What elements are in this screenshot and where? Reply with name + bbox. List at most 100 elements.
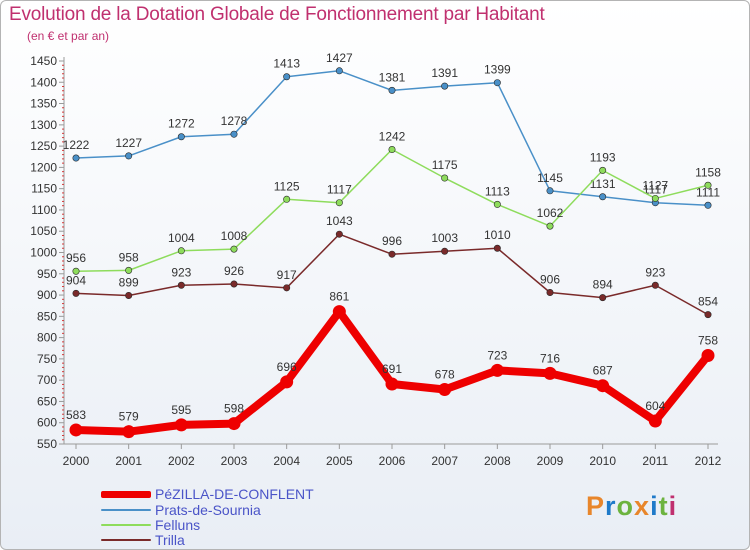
data-label: 899 bbox=[119, 275, 139, 289]
y-tick-label: 1250 bbox=[30, 139, 57, 153]
data-point bbox=[72, 267, 80, 275]
data-point bbox=[701, 348, 715, 362]
data-point bbox=[651, 194, 659, 202]
data-label: 926 bbox=[224, 264, 244, 278]
x-tick-label: 2012 bbox=[695, 454, 722, 468]
y-tick-label: 1400 bbox=[30, 75, 57, 89]
legend-swatch bbox=[101, 524, 151, 526]
data-label: 923 bbox=[645, 265, 665, 279]
x-tick-label: 2006 bbox=[379, 454, 406, 468]
data-label: 598 bbox=[224, 402, 244, 416]
data-label: 1227 bbox=[115, 136, 142, 150]
data-label: 1003 bbox=[431, 231, 458, 245]
data-label: 1113 bbox=[485, 184, 510, 198]
logo-letter: i bbox=[650, 491, 659, 521]
data-label: 583 bbox=[66, 408, 86, 422]
data-label: 1222 bbox=[63, 138, 90, 152]
data-label: 1242 bbox=[379, 130, 406, 144]
data-point bbox=[388, 146, 396, 154]
y-tick-label: 800 bbox=[37, 331, 57, 345]
data-point bbox=[704, 311, 712, 319]
y-tick-label: 600 bbox=[37, 416, 57, 430]
data-point bbox=[280, 375, 294, 389]
x-tick-label: 2007 bbox=[431, 454, 458, 468]
data-point bbox=[335, 199, 343, 207]
legend-label: PéZILLA-DE-CONFLENT bbox=[155, 486, 314, 502]
data-label: 579 bbox=[119, 410, 139, 424]
data-label: 1111 bbox=[696, 185, 720, 199]
y-tick-label: 900 bbox=[37, 288, 57, 302]
legend-swatch bbox=[101, 490, 151, 498]
data-point bbox=[283, 284, 291, 292]
data-label: 1117 bbox=[643, 183, 668, 197]
legend-label: Prats-de-Sournia bbox=[155, 502, 261, 518]
data-label: 716 bbox=[540, 351, 560, 365]
data-label: 758 bbox=[698, 333, 718, 347]
x-tick-label: 2002 bbox=[168, 454, 195, 468]
data-point bbox=[122, 425, 136, 439]
data-point bbox=[230, 280, 238, 288]
data-point bbox=[599, 193, 607, 201]
data-point bbox=[174, 418, 188, 432]
logo-letter: P bbox=[586, 491, 606, 521]
data-point bbox=[543, 366, 557, 380]
y-tick-label: 1450 bbox=[30, 54, 57, 68]
data-point bbox=[385, 377, 399, 391]
data-label: 1381 bbox=[379, 70, 406, 84]
legend-item-prats-de-sournia: Prats-de-Sournia bbox=[101, 502, 261, 518]
y-tick-label: 1200 bbox=[30, 160, 57, 174]
data-label: 604 bbox=[645, 399, 665, 413]
data-label: 1145 bbox=[537, 171, 563, 185]
logo-letter: t bbox=[658, 491, 669, 521]
data-point bbox=[283, 195, 291, 203]
data-label: 1125 bbox=[274, 179, 300, 193]
data-point bbox=[72, 154, 80, 162]
logo-letter: i bbox=[668, 491, 678, 521]
data-label: 1004 bbox=[168, 231, 195, 245]
logo-letter: o bbox=[616, 491, 635, 521]
data-point bbox=[332, 305, 346, 319]
logo-letter: x bbox=[634, 491, 651, 521]
data-label: 1043 bbox=[326, 214, 353, 228]
data-label: 595 bbox=[171, 403, 191, 417]
y-tick-label: 1000 bbox=[30, 246, 57, 260]
x-tick-label: 2011 bbox=[642, 454, 668, 468]
data-point bbox=[490, 363, 504, 377]
data-point bbox=[493, 200, 501, 208]
data-label: 1131 bbox=[590, 177, 616, 191]
y-tick-label: 950 bbox=[37, 267, 57, 281]
data-point bbox=[546, 222, 554, 230]
y-tick-label: 650 bbox=[37, 394, 57, 408]
data-label: 1062 bbox=[537, 206, 564, 220]
chart-subtitle: (en € et par an) bbox=[27, 29, 110, 43]
data-point bbox=[441, 247, 449, 255]
data-point bbox=[283, 73, 291, 81]
data-point bbox=[704, 201, 712, 209]
logo-letter: r bbox=[605, 491, 617, 521]
y-tick-label: 1150 bbox=[31, 182, 57, 196]
legend-item-trilla: Trilla bbox=[101, 532, 185, 548]
data-label: 678 bbox=[435, 368, 455, 382]
data-label: 854 bbox=[698, 295, 718, 309]
data-label: 1008 bbox=[221, 229, 248, 243]
data-label: 923 bbox=[171, 265, 191, 279]
data-point bbox=[69, 423, 83, 437]
x-tick-label: 2009 bbox=[537, 454, 564, 468]
y-tick-label: 550 bbox=[37, 437, 57, 451]
x-tick-label: 2008 bbox=[484, 454, 511, 468]
legend-swatch bbox=[101, 539, 151, 541]
data-label: 1175 bbox=[432, 158, 458, 172]
data-point bbox=[388, 250, 396, 258]
data-point bbox=[651, 281, 659, 289]
data-point bbox=[125, 152, 133, 160]
data-point bbox=[704, 181, 712, 189]
data-point bbox=[388, 86, 396, 94]
data-label: 1117 bbox=[327, 183, 352, 197]
y-tick-label: 700 bbox=[37, 373, 57, 387]
x-tick-label: 2001 bbox=[115, 454, 142, 468]
data-point bbox=[546, 187, 554, 195]
data-label: 956 bbox=[66, 251, 86, 265]
y-tick-label: 1100 bbox=[31, 203, 57, 217]
chart-title: Evolution de la Dotation Globale de Fonc… bbox=[9, 4, 545, 25]
